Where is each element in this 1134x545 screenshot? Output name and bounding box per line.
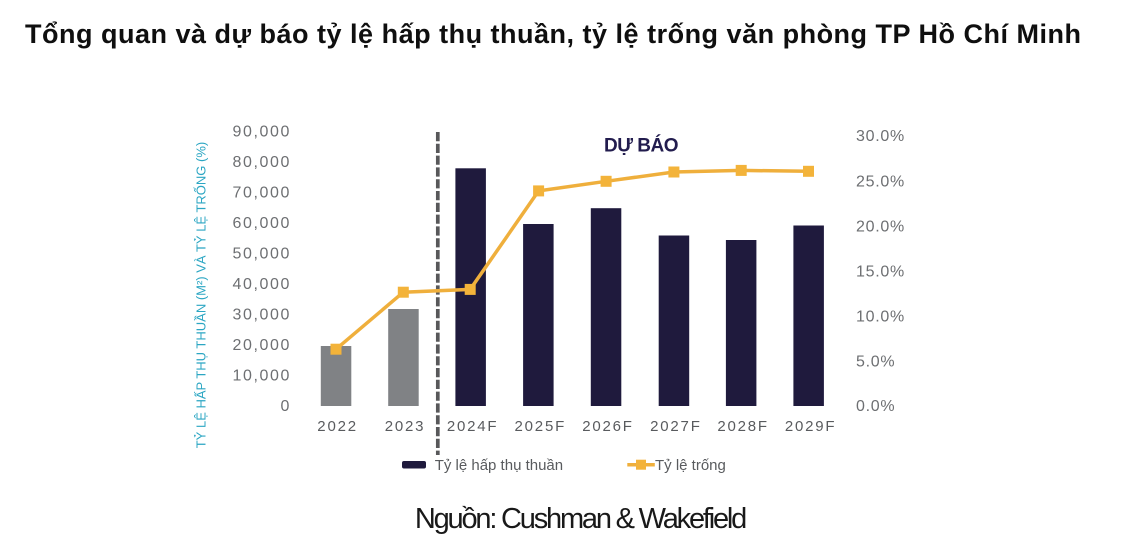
svg-text:60,000: 60,000	[232, 215, 291, 232]
svg-text:25.0%: 25.0%	[856, 173, 905, 190]
svg-text:2025F: 2025F	[515, 418, 567, 435]
svg-text:Tỷ lệ hấp thụ thuần: Tỷ lệ hấp thụ thuần	[435, 457, 563, 474]
svg-text:30.0%: 30.0%	[856, 128, 905, 145]
svg-text:50,000: 50,000	[232, 246, 291, 263]
svg-text:2027F: 2027F	[650, 418, 702, 435]
svg-text:2024F: 2024F	[447, 418, 499, 435]
svg-text:Tỷ lệ trống: Tỷ lệ trống	[655, 457, 726, 474]
svg-text:2026F: 2026F	[582, 418, 634, 435]
svg-text:10,000: 10,000	[232, 368, 291, 385]
svg-text:2028F: 2028F	[717, 418, 769, 435]
svg-text:2022: 2022	[317, 418, 358, 435]
svg-text:0: 0	[281, 398, 292, 415]
svg-text:20,000: 20,000	[232, 337, 291, 354]
svg-text:DỰ BÁO: DỰ BÁO	[604, 135, 678, 157]
svg-text:80,000: 80,000	[232, 154, 291, 171]
svg-text:15.0%: 15.0%	[856, 263, 905, 280]
svg-text:20.0%: 20.0%	[856, 218, 905, 235]
svg-text:5.0%: 5.0%	[856, 354, 895, 371]
svg-text:TỶ LỆ HẤP THỤ THUẦN (M²) VÀ TỶ: TỶ LỆ HẤP THỤ THUẦN (M²) VÀ TỶ LỆ TRỐNG …	[194, 142, 209, 449]
svg-text:40,000: 40,000	[232, 276, 291, 293]
svg-text:2029F: 2029F	[785, 418, 837, 435]
svg-text:90,000: 90,000	[232, 124, 291, 141]
svg-text:2023: 2023	[385, 418, 426, 435]
svg-text:30,000: 30,000	[232, 307, 291, 324]
svg-text:10.0%: 10.0%	[856, 308, 905, 325]
svg-text:0.0%: 0.0%	[856, 398, 895, 415]
svg-text:70,000: 70,000	[232, 185, 291, 202]
